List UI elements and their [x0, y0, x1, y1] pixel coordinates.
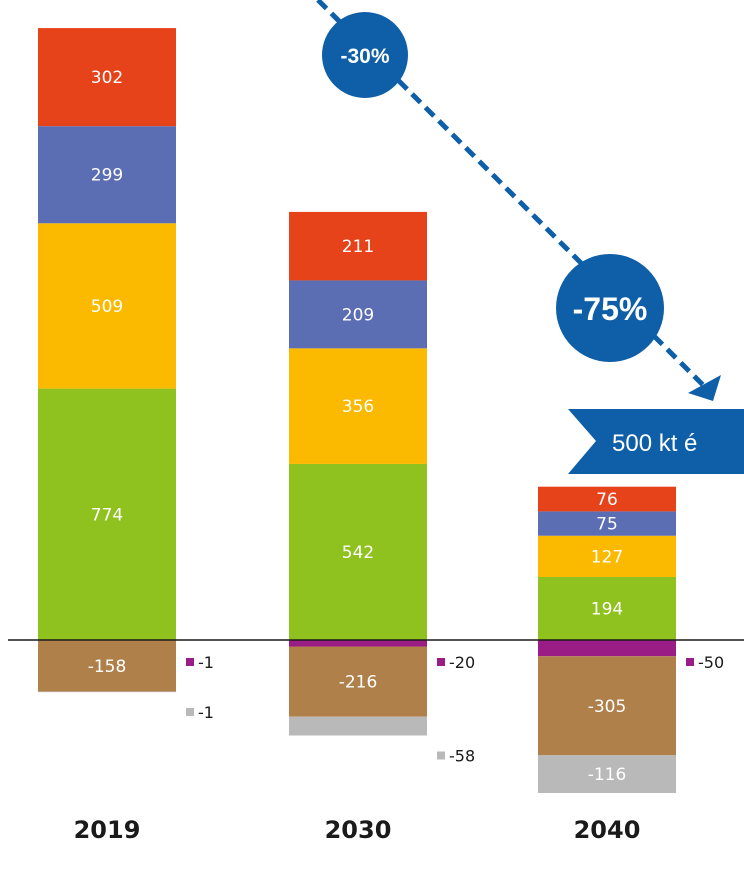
segment-label-gray-2040: -116 — [588, 765, 627, 785]
target-banner: 500 kt é — [568, 409, 744, 474]
bar-segment-green-2040 — [538, 576, 676, 640]
bar-segment-purple-2030 — [289, 640, 427, 647]
segment-label-yellow-2030: 356 — [342, 397, 374, 417]
segment-value-labels: 774 509 299 302 -158 542 356 209 211 -216 194 127 75… — [88, 68, 627, 785]
x-axis-labels: 2019 2030 2040 — [74, 816, 641, 844]
bar-segment-gray-2019 — [38, 691, 176, 693]
side-label-gray-2019: -1 — [198, 703, 214, 722]
bar-segment-purple-2040 — [538, 640, 676, 657]
bar-segment-blue-2019 — [38, 126, 176, 224]
segment-label-green-2040: 194 — [591, 599, 623, 619]
bar-segment-red-2019 — [38, 28, 176, 127]
side-label-gray-2030: -58 — [449, 746, 475, 765]
segment-label-green-2019: 774 — [91, 505, 123, 525]
side-value-labels: -1 -1 -20 -58 -50 — [186, 653, 724, 765]
segment-label-yellow-2040: 127 — [591, 547, 623, 567]
segment-label-red-2030: 211 — [342, 237, 374, 257]
segment-label-blue-2019: 299 — [91, 166, 123, 186]
bar-segment-red-2030 — [289, 211, 427, 281]
bar-segment-gray-2040 — [538, 755, 676, 793]
side-marker-purple-2040 — [686, 658, 694, 666]
target-banner-text: 500 kt é — [612, 430, 697, 457]
bar-segment-red-2040 — [538, 486, 676, 512]
reduction-badge-2030: -30% — [322, 12, 408, 98]
reduction-badge-2040: -75% — [556, 254, 664, 362]
bar-segment-yellow-2040 — [538, 535, 676, 577]
segment-label-red-2019: 302 — [91, 68, 123, 88]
bar-segment-green-2030 — [289, 463, 427, 640]
segment-label-brown-2040: -305 — [588, 697, 627, 717]
segment-label-brown-2019: -158 — [88, 657, 127, 677]
segment-label-blue-2040: 75 — [596, 515, 618, 535]
bar-segment-yellow-2030 — [289, 348, 427, 464]
x-tick-label-2030: 2030 — [325, 816, 392, 844]
bar-segment-gray-2030 — [289, 716, 427, 736]
side-marker-gray-2019 — [186, 707, 194, 716]
side-marker-gray-2030 — [437, 751, 445, 760]
bar-segment-green-2019 — [38, 388, 176, 640]
x-tick-label-2040: 2040 — [574, 816, 641, 844]
side-label-purple-2019: -1 — [198, 653, 214, 672]
reduction-2030-label: -30% — [340, 45, 389, 68]
bar-segment-brown-2040 — [538, 656, 676, 756]
segment-label-brown-2030: -216 — [339, 673, 378, 693]
reduction-2040-label: -75% — [573, 291, 648, 327]
side-label-purple-2040: -50 — [698, 653, 724, 672]
bar-segment-brown-2019 — [38, 640, 176, 692]
arrow-head-icon — [688, 375, 721, 401]
segment-label-yellow-2019: 509 — [91, 297, 123, 317]
bar-segment-yellow-2019 — [38, 223, 176, 389]
bar-segments — [38, 28, 676, 793]
side-marker-purple-2030 — [437, 658, 445, 666]
segment-label-red-2040: 76 — [596, 490, 618, 510]
bar-segment-blue-2040 — [538, 511, 676, 536]
side-marker-purple-2019 — [186, 658, 194, 666]
bar-segment-brown-2030 — [289, 646, 427, 717]
bar-segment-blue-2030 — [289, 280, 427, 349]
segment-label-blue-2030: 209 — [342, 305, 374, 325]
segment-label-green-2030: 542 — [342, 543, 374, 563]
side-label-purple-2030: -20 — [449, 653, 475, 672]
x-tick-label-2019: 2019 — [74, 816, 141, 844]
